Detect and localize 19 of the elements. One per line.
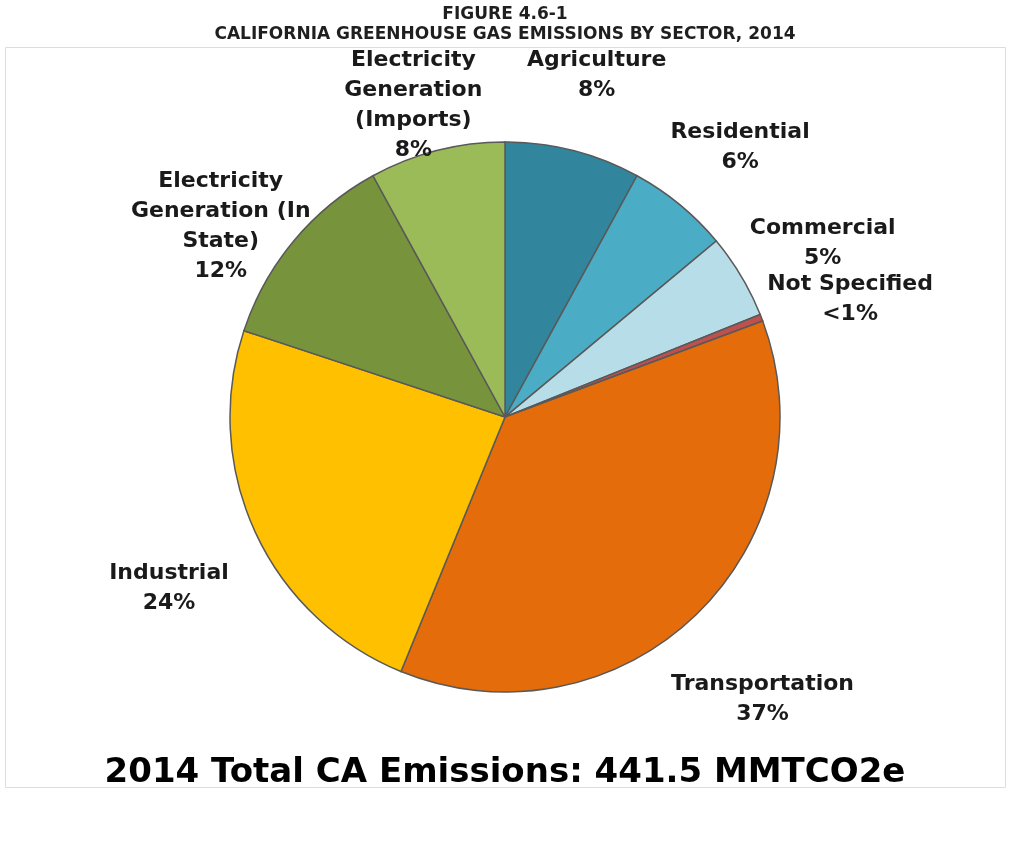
slice-label: Not Specified [767,270,933,296]
slice-label: Electricity Generation (In State) [130,167,311,253]
slice-label: Residential [670,118,810,144]
data-label: 6% [721,148,759,174]
data-label: 8% [577,75,616,101]
data-label: 5% [804,244,842,270]
slice-label: Electricity Generation (Imports) [344,45,483,131]
data-label: 24% [142,588,196,614]
data-label: <1% [822,300,878,326]
data-label: 37% [736,699,789,725]
chart-title: FIGURE 4.6-1 [442,3,568,23]
slice-label: Agriculture [526,45,667,71]
data-label: 12% [194,257,248,283]
slice-label: Commercial [749,214,896,240]
data-label: 8% [394,135,433,161]
slice-label: Industrial [109,558,229,584]
chart-subtitle: CALIFORNIA GREENHOUSE GAS EMISSIONS BY SECTOR, 2014 [214,23,796,43]
slice-label: Transportation [671,669,854,695]
text: 2014 Total CA Emissions: 441.5 MMTCO2e [104,750,906,790]
